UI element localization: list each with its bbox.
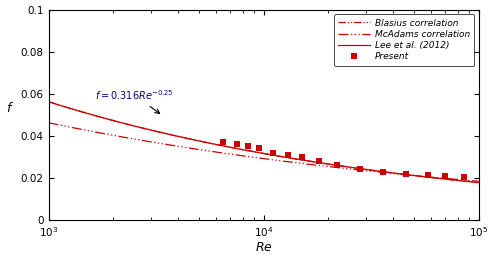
Lee et al. (2012) [186, 137, 192, 140]
Y-axis label: $f$: $f$ [5, 101, 13, 115]
Lee et al. (2012) [476, 181, 482, 184]
Lee et al. (2012) [216, 144, 222, 147]
Blasius correlation [45, 100, 51, 103]
Present [357, 168, 363, 171]
Line: Present: Present [221, 139, 466, 180]
McAdams correlation [476, 180, 482, 183]
Text: $f=0.316Re^{-0.25}$: $f=0.316Re^{-0.25}$ [95, 88, 174, 113]
Present [256, 147, 262, 150]
Line: Lee et al. (2012): Lee et al. (2012) [48, 102, 479, 183]
Present [403, 172, 409, 175]
Present [234, 143, 240, 146]
McAdams correlation [216, 151, 222, 154]
Lee et al. (2012) [45, 100, 51, 103]
Present [246, 145, 251, 148]
Blasius correlation [97, 115, 103, 119]
Blasius correlation [316, 161, 322, 164]
Blasius correlation [186, 137, 192, 140]
McAdams correlation [356, 168, 362, 172]
Present [220, 141, 226, 144]
Blasius correlation [216, 144, 222, 147]
Lee et al. (2012) [356, 167, 362, 170]
Blasius correlation [356, 167, 362, 170]
Line: McAdams correlation: McAdams correlation [48, 123, 479, 181]
Blasius correlation [476, 181, 482, 184]
McAdams correlation [358, 169, 364, 172]
Present [285, 153, 291, 156]
Present [334, 164, 340, 167]
Blasius correlation [358, 167, 364, 170]
Present [461, 175, 467, 178]
Legend: Blasius correlation, McAdams correlation, Lee et al. (2012), Present: Blasius correlation, McAdams correlation… [334, 14, 474, 66]
Present [316, 160, 322, 163]
Lee et al. (2012) [97, 115, 103, 119]
Line: Blasius correlation: Blasius correlation [48, 102, 479, 183]
McAdams correlation [97, 131, 103, 134]
Present [380, 170, 386, 173]
McAdams correlation [186, 146, 192, 150]
Lee et al. (2012) [358, 167, 364, 170]
McAdams correlation [45, 121, 51, 124]
Present [425, 173, 431, 176]
Present [270, 151, 276, 154]
McAdams correlation [316, 164, 322, 167]
Lee et al. (2012) [316, 161, 322, 164]
X-axis label: $Re$: $Re$ [255, 242, 273, 255]
Present [443, 174, 449, 177]
Present [298, 155, 304, 158]
